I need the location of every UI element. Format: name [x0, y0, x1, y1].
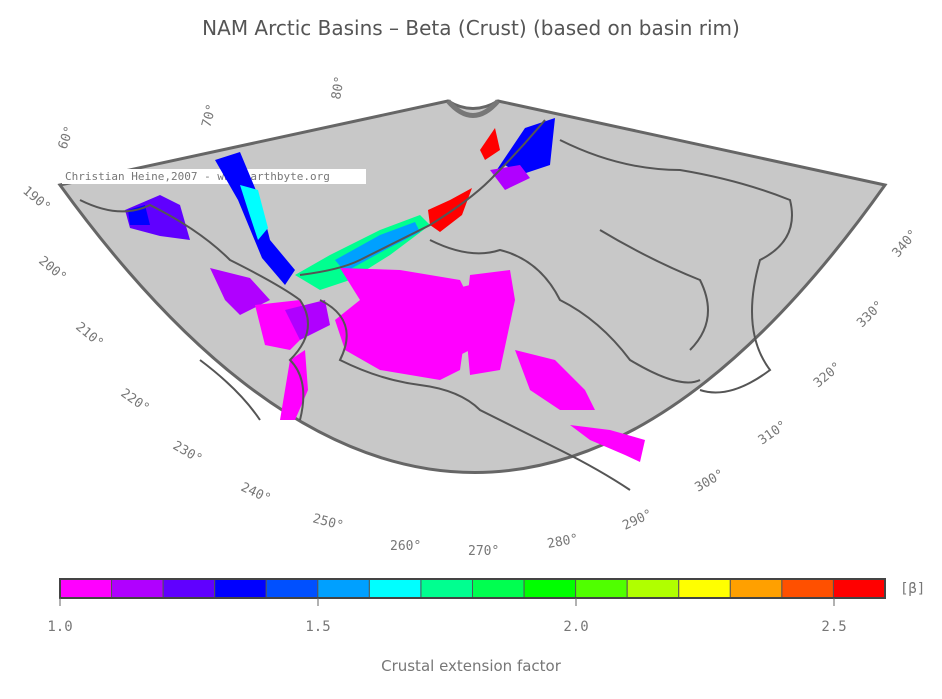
colorbar-segment	[265, 578, 319, 599]
lon-label-330: 330°	[854, 298, 887, 331]
colorbar-segment	[317, 578, 370, 599]
credit-text: Christian Heine,2007 - www.earthbyte.org	[65, 170, 330, 183]
lon-label-290: 290°	[620, 507, 655, 534]
colorbar-tick-2-0: 2.0	[563, 619, 589, 635]
colorbar-segment	[575, 578, 628, 599]
colorbar-segment	[729, 578, 783, 599]
lon-label-80: 80°	[329, 75, 348, 101]
lon-label-310: 310°	[756, 418, 790, 448]
colorbar-tick-1-0: 1.0	[47, 619, 73, 635]
lon-label-250: 250°	[311, 511, 345, 534]
lon-label-340: 340°	[890, 227, 922, 261]
basin-mackenzie	[210, 268, 270, 315]
lon-label-260: 260°	[390, 539, 421, 554]
basin-central-3	[465, 270, 515, 375]
basin-north-red	[480, 128, 500, 160]
colorbar-segment	[678, 578, 731, 599]
colorbar-tick-1-5: 1.5	[305, 619, 331, 635]
lon-label-60: 60°	[56, 124, 78, 151]
lon-label-70: 70°	[199, 102, 220, 129]
basin-labrador	[570, 425, 645, 462]
map-title: NAM Arctic Basins – Beta (Crust) (based …	[202, 16, 740, 40]
colorbar	[59, 578, 886, 606]
basin-sverdrup-deep	[335, 222, 420, 272]
lon-label-230: 230°	[170, 438, 205, 467]
colorbar-segment	[781, 578, 834, 599]
lon-label-240: 240°	[238, 480, 273, 507]
pole-marker	[446, 99, 500, 118]
colorbar-segment	[162, 578, 216, 599]
colorbar-segment	[472, 578, 525, 599]
basin-central-2	[430, 285, 470, 360]
coastlines	[79, 119, 793, 491]
colorbar-segment	[214, 578, 267, 599]
colorbar-segment	[59, 578, 113, 599]
lon-label-300: 300°	[693, 467, 728, 496]
colorbar-unit: [β]	[900, 581, 926, 597]
credit-box	[62, 169, 366, 184]
lon-label-190: 190°	[19, 184, 53, 216]
basin-sverdrup-red	[428, 188, 472, 232]
lon-label-280: 280°	[546, 532, 579, 552]
basin-baffin	[515, 350, 595, 410]
basin-beaufort-shelf	[240, 185, 268, 240]
colorbar-tick-2-5: 2.5	[821, 619, 847, 635]
colorbar-title: Crustal extension factor	[381, 657, 561, 675]
colorbar-frame	[59, 578, 886, 599]
colorbar-segment	[420, 578, 473, 599]
colorbar-segment	[111, 578, 164, 599]
colorbar-segment	[626, 578, 680, 599]
basin-interior-3	[280, 350, 308, 420]
lon-label-210: 210°	[72, 320, 106, 352]
lon-label-200: 200°	[35, 254, 69, 286]
lon-label-320: 320°	[811, 359, 845, 391]
colorbar-segment	[832, 578, 886, 599]
colorbar-segment	[368, 578, 422, 599]
colorbar-segment	[523, 578, 577, 599]
lon-label-220: 220°	[118, 386, 152, 416]
lon-label-270: 270°	[468, 544, 499, 559]
